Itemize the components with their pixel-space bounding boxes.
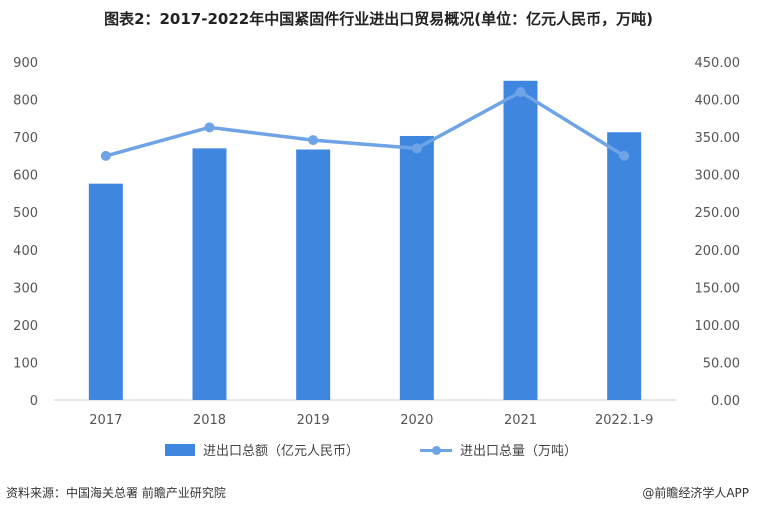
line-point (204, 122, 215, 133)
legend-label-amount: 进出口总额（亿元人民币） (203, 444, 360, 459)
x-tick-label: 2021 (504, 413, 537, 428)
bar (399, 135, 434, 401)
y-left-tick-label: 400 (13, 244, 38, 259)
bar (88, 183, 123, 400)
chart-title: 图表2：2017-2022年中国紧固件行业进出口贸易概况(单位：亿元人民币，万吨… (104, 10, 653, 28)
y-right-tick-label: 150.00 (695, 281, 741, 296)
x-tick-label: 2017 (89, 413, 122, 428)
bar (607, 132, 642, 400)
footer-brand: @前瞻经济学人APP (642, 486, 749, 500)
y-left-tick-label: 800 (13, 94, 38, 109)
footer-source: 资料来源：中国海关总署 前瞻产业研究院 (6, 486, 226, 500)
y-right-tick-label: 250.00 (695, 206, 741, 221)
y-left-tick-label: 900 (13, 56, 38, 71)
bar (296, 149, 331, 400)
legend-bar-swatch (165, 443, 195, 456)
line-point (308, 135, 319, 146)
y-left-tick-label: 600 (13, 169, 38, 184)
x-tick-label: 2020 (400, 413, 433, 428)
series-line (105, 90, 626, 158)
footer: 资料来源：中国海关总署 前瞻产业研究院 @前瞻经济学人APP (0, 484, 757, 504)
y-right-tick-label: 350.00 (695, 131, 741, 146)
line-point (619, 150, 630, 161)
y-left-tick-label: 100 (13, 356, 38, 371)
legend-label-volume: 进出口总量（万吨） (460, 444, 578, 459)
y-left-tick-label: 300 (13, 281, 38, 296)
line-point (100, 150, 111, 161)
chart-legend: 进出口总额（亿元人民币） 进出口总量（万吨） (0, 440, 757, 464)
y-right-tick-label: 400.00 (695, 94, 741, 109)
legend-item-amount: 进出口总额（亿元人民币） (165, 440, 359, 459)
y-right-tick-label: 0.00 (711, 394, 740, 409)
x-tick-label: 2022.1-9 (595, 413, 653, 428)
line-point (411, 143, 422, 154)
line-point (515, 87, 526, 98)
y-right-tick-label: 300.00 (695, 169, 741, 184)
y-left-tick-label: 200 (13, 319, 38, 334)
bar (192, 148, 227, 400)
y-left-tick-label: 500 (13, 206, 38, 221)
y-right-tick-label: 200.00 (695, 244, 741, 259)
legend-line-swatch (420, 444, 452, 456)
y-left-tick-label: 700 (13, 131, 38, 146)
y-right-tick-label: 100.00 (695, 319, 741, 334)
legend-item-volume: 进出口总量（万吨） (420, 440, 577, 459)
y-right-tick-label: 450.00 (695, 56, 741, 71)
y-left-tick-label: 0 (30, 394, 38, 409)
x-tick-label: 2018 (193, 413, 226, 428)
bar (503, 80, 538, 401)
x-tick-label: 2019 (297, 413, 330, 428)
y-right-tick-label: 50.00 (703, 356, 740, 371)
